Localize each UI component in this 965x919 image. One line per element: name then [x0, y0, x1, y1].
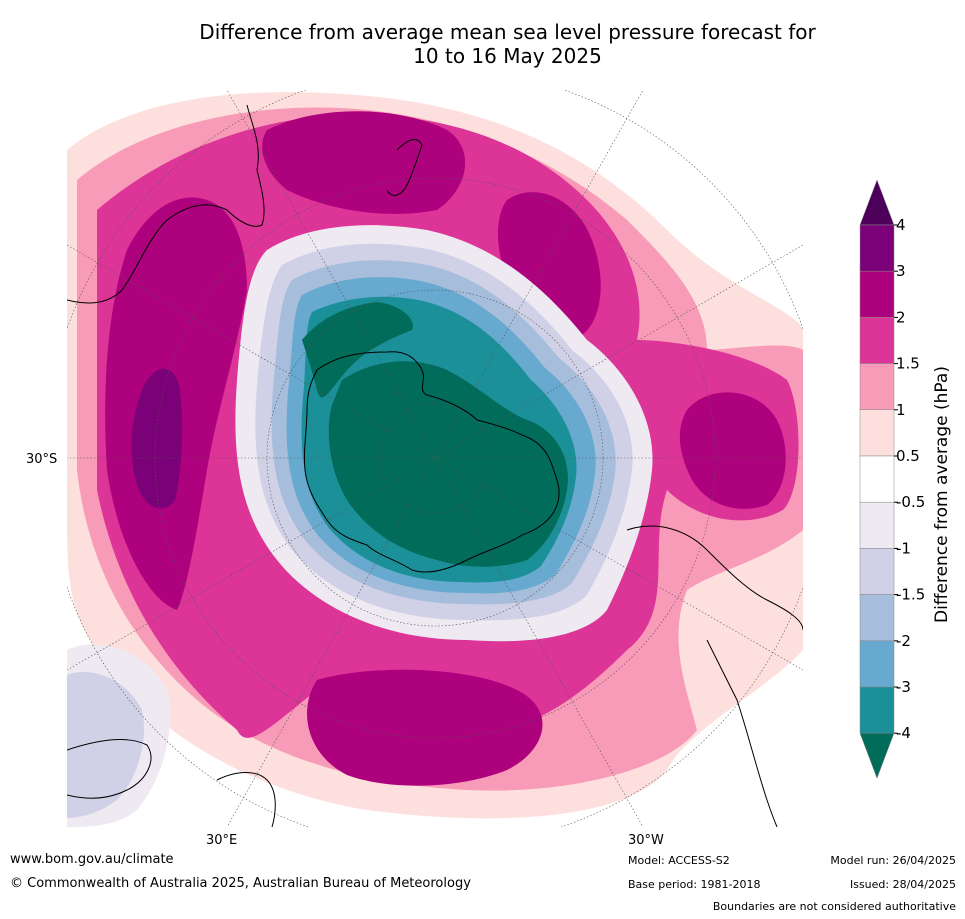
colorbar-bin [859, 640, 895, 688]
colorbar-tick-label: -0.5 [896, 493, 925, 511]
colorbar-bin [859, 409, 895, 457]
colorbar-tick-label: 4 [896, 216, 906, 234]
colorbar-tick-label: -3 [896, 678, 911, 696]
colorbar-tick-label: 1.5 [896, 355, 920, 373]
colorbar-bin [859, 270, 895, 318]
colorbar-bin [859, 548, 895, 595]
anomaly-contour-2-to-3-east [679, 392, 786, 509]
base-period-text: Base period: 1981-2018 [628, 878, 761, 891]
anomaly-contour-2-to-3-south [307, 669, 543, 786]
colorbar-tick-label: 3 [896, 262, 906, 280]
colorbar: 4 3 2 1.5 1 0.5 -0.5 -1 -1.5 -2 -3 -4 [859, 179, 925, 779]
copyright-text: © Commonwealth of Australia 2025, Austra… [10, 876, 471, 891]
model-text: Model: ACCESS-S2 [628, 854, 730, 867]
colorbar-tick-label: -1.5 [896, 586, 925, 604]
colorbar-bin [859, 363, 895, 411]
colorbar-bin [859, 501, 895, 549]
title-line-2: 10 to 16 May 2025 [413, 44, 602, 68]
colorbar-bin [859, 317, 895, 364]
graticule [67, 90, 803, 827]
colorbar-bin [859, 686, 895, 734]
anomaly-contour-3-to-4 [131, 368, 183, 509]
colorbar-bin [859, 594, 895, 642]
antarctica-coastline [303, 351, 560, 573]
colorbar-tick-label: 1 [896, 401, 906, 419]
anomaly-contour-neg-4 [302, 302, 568, 567]
issued-text: Issued: 28/04/2025 [849, 878, 956, 891]
title-line-1: Difference from average mean sea level p… [199, 20, 816, 44]
lon-label-30w: 30°W [628, 833, 664, 848]
disclaimer-text: Boundaries are not considered authoritat… [712, 900, 956, 913]
colorbar-bin [859, 224, 895, 272]
coastlines [67, 104, 803, 827]
website-link[interactable]: www.bom.gov.au/climate [10, 852, 174, 867]
madagascar-coastline [216, 772, 276, 827]
lat-label-30s: 30°S [26, 452, 58, 467]
anomaly-contour-neg-southwest-inner [67, 671, 145, 818]
anomaly-contour-2-to-3-north [262, 111, 466, 214]
colorbar-tick-label: -2 [896, 632, 911, 650]
map-title: Difference from average mean sea level p… [0, 20, 965, 68]
colorbar-bin [859, 455, 895, 503]
colorbar-tick-label: 0.5 [896, 447, 920, 465]
colorbar-bin [859, 179, 895, 226]
colorbar-label: Difference from average (hPa) [932, 366, 952, 623]
australia-coastline [67, 104, 265, 304]
colorbar-tick-label: 2 [896, 308, 906, 326]
lon-label-30e: 30°E [206, 833, 238, 848]
colorbar-tick-label: -4 [896, 724, 911, 742]
pressure-anomaly-map [67, 90, 803, 827]
africa-coastline [67, 739, 152, 799]
new-zealand-coastline [386, 139, 423, 196]
colorbar-tick-label: -1 [896, 539, 911, 557]
colorbar-bin [859, 732, 895, 779]
model-run-text: Model run: 26/04/2025 [830, 854, 956, 867]
south-america-coastline [626, 525, 803, 827]
